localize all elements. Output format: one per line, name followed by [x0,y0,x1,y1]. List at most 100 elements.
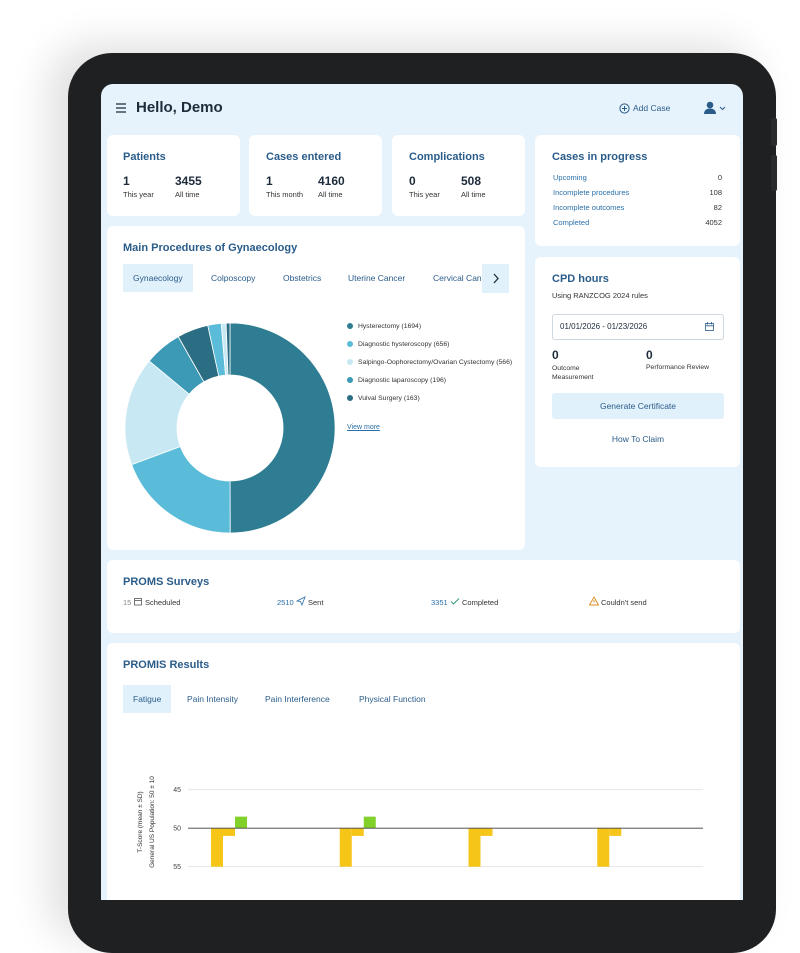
proms-card: PROMS Surveys 15 Scheduled 2510 Sent 335… [107,560,740,633]
date-input[interactable]: 01/01/2026 - 01/23/2026 [552,314,724,340]
stat-value: 0 [409,174,416,188]
legend-swatch [347,341,353,347]
card-title: Cases in progress [552,151,648,163]
stat-value: 3455 [175,174,202,188]
tab[interactable]: Uterine Cancer [348,273,406,283]
date-range: 01/01/2026 - 01/23/2026 [560,322,648,331]
proms-label: Completed [462,598,499,607]
cpd-value: 0 [552,348,559,362]
row-label: Upcoming [553,173,587,182]
cpd-card: CPD hours Using RANZCOG 2024 rules 01/01… [535,257,740,467]
stat-label: All time [175,190,200,199]
card-title: CPD hours [552,273,609,285]
stat-label: All time [461,190,486,199]
bar [597,828,610,867]
tab[interactable]: Obstetrics [283,273,322,283]
generate-button[interactable]: Generate Certificate [552,393,724,419]
bar [223,828,235,836]
stat-label: All time [318,190,343,199]
check-icon [450,598,460,605]
subtitle: Using RANZCOG 2024 rules [552,291,648,300]
tab-next[interactable] [482,264,509,293]
tab[interactable]: Pain Intensity [187,694,239,704]
proms-value: 3351 [431,598,448,607]
bar [609,828,622,836]
card-title: Patients [123,151,166,163]
add-icon [619,103,630,114]
legend-label: Salpingo-Oophorectomy/Ovarian Cystectomy… [358,359,513,366]
cpd-label: Performance Review [646,364,710,371]
legend-label: Vulval Surgery (163) [358,395,420,402]
bar [235,816,247,829]
screen: Hello, Demo Add Case Patients 1 This yea… [101,84,743,900]
tab[interactable]: Gynaecology [123,264,193,292]
tab[interactable]: Cervical Cancer [433,273,481,283]
greeting: Hello, Demo [136,99,223,116]
user-menu[interactable] [703,101,729,115]
progress-row[interactable]: Completed 4052 [553,218,722,227]
donut-chart [124,322,336,534]
stat-value: 4160 [318,174,345,188]
legend-swatch [347,377,353,383]
y-axis-label: General US Population: 50 ± 10 [149,776,156,868]
card-title: Main Procedures of Gynaecology [123,242,298,254]
stat-label: This year [123,190,154,199]
proms-label: Sent [308,598,324,607]
stat-value: 1 [266,174,273,188]
row-value: 0 [717,173,722,182]
cases-in-progress: Cases in progress Upcoming 0 Incomplete p… [535,135,740,246]
tab[interactable]: Colposcopy [211,273,256,283]
how-to-claim[interactable]: How To Claim [611,434,665,444]
y-tick-label: 45 [173,787,181,794]
proms-value: 15 [123,598,132,607]
stat-value: 1 [123,174,130,188]
legend-item: Vulval Surgery (163) [347,394,523,403]
progress-row[interactable]: Incomplete procedures 108 [553,188,722,197]
proms-label: Scheduled [145,598,181,607]
row-label: Completed [553,218,590,227]
legend-swatch [347,323,353,329]
proms-label: Couldn't send [601,598,647,607]
legend-item: Diagnostic hysteroscopy (656) [347,340,523,349]
bar [211,828,223,867]
progress-row[interactable]: Upcoming 0 [553,173,722,182]
bar [468,828,481,867]
legend-label: Diagnostic hysteroscopy (656) [358,341,450,348]
progress-row[interactable]: Incomplete outcomes 82 [553,203,722,212]
donut-slice [229,322,336,534]
menu-icon[interactable] [115,103,127,113]
promis-chart: T-Score (mean ± SD) General US Population… [137,776,703,871]
row-value: 108 [709,188,722,197]
stat-card: Complications 0 This year 508 All time [392,135,525,216]
stat-label: This year [409,190,440,199]
bar [363,816,376,829]
stat-value: 508 [461,174,482,188]
legend-item: Hysterectomy (1694) [347,322,523,331]
calendar-icon [134,598,142,606]
legend-swatch [347,395,353,401]
tab[interactable]: Pain Interference [265,694,330,704]
stat-card: Patients 1 This year 3455 All time [107,135,240,216]
donut-slice [225,322,231,376]
card-title: Cases entered [266,151,342,163]
card-title: PROMS Surveys [123,576,210,588]
stat-card: Cases entered 1 This month 4160 All time [249,135,382,216]
cpd-label: Outcome Measurement [552,365,594,381]
row-value: 82 [713,203,722,212]
y-tick-label: 50 [173,826,181,833]
card-title: Complications [409,151,485,163]
legend-label: Hysterectomy (1694) [358,323,422,330]
add-case[interactable]: Add Case [633,103,671,113]
legend-item: Salpingo-Oophorectomy/Ovarian Cystectomy… [347,358,523,367]
bar [351,828,364,836]
warning-icon [589,596,599,606]
legend-item: Diagnostic laparoscopy (196) [347,376,523,385]
tab[interactable]: Physical Function [359,694,426,704]
row-label: Incomplete procedures [553,188,630,197]
row-value: 4052 [705,218,722,227]
page: Hello, Demo Add Case Patients 1 This yea… [68,53,777,953]
tab[interactable]: Fatigue [123,685,172,713]
view-more[interactable]: View more [347,424,380,431]
side-button [771,118,777,146]
legend-swatch [347,359,353,365]
